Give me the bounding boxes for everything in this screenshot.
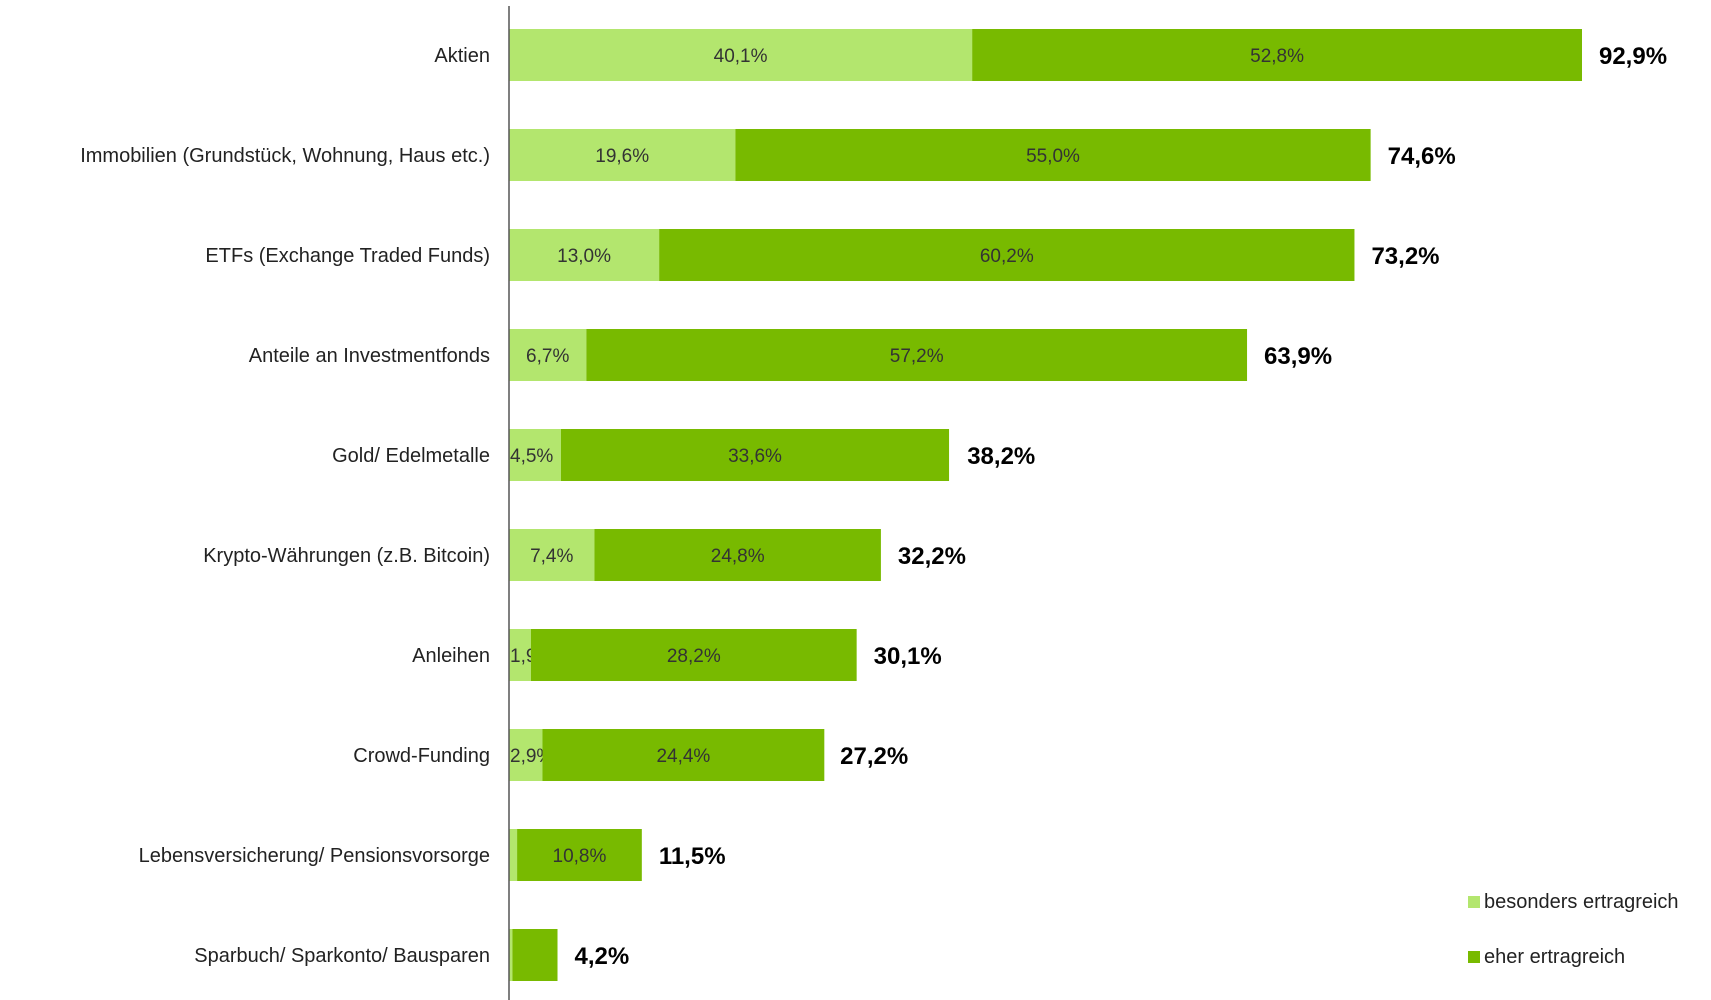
category-label: Crowd-Funding xyxy=(353,745,490,767)
category-label: Immobilien (Grundstück, Wohnung, Haus et… xyxy=(80,145,490,167)
category-label: Krypto-Währungen (z.B. Bitcoin) xyxy=(203,545,490,567)
legend: besonders ertragreich eher ertragreich xyxy=(1468,891,1679,968)
bar-segment-besonders xyxy=(509,29,973,81)
bar-segment-eher xyxy=(517,829,642,881)
category-label: Lebensversicherung/ Pensionsvorsorge xyxy=(139,845,490,867)
segment-value-label: 28,2% xyxy=(667,646,721,667)
category-label: Aktien xyxy=(434,45,490,67)
segment-value-label: 33,6% xyxy=(728,446,782,467)
category-label: Gold/ Edelmetalle xyxy=(332,445,490,467)
total-value-label: 73,2% xyxy=(1371,243,1439,270)
category-label: Sparbuch/ Sparkonto/ Bausparen xyxy=(194,945,490,967)
bar-segment-besonders xyxy=(509,429,561,481)
category-label: Anleihen xyxy=(412,645,490,667)
total-value-label: 30,1% xyxy=(874,643,942,670)
total-value-label: 11,5% xyxy=(659,843,726,870)
segment-value-label: 13,0% xyxy=(557,246,611,267)
bar-segment-eher xyxy=(586,329,1248,381)
total-value-label: 74,6% xyxy=(1388,143,1456,170)
bar-segment-eher xyxy=(512,929,558,981)
bar-segment-eher xyxy=(659,229,1355,281)
segment-value-label: 7,4% xyxy=(530,546,573,567)
bar-segment-eher xyxy=(542,729,825,781)
total-value-label: 63,9% xyxy=(1264,343,1332,370)
segment-value-label: 19,6% xyxy=(595,146,649,167)
segment-value-label: 4,5% xyxy=(510,446,553,467)
segment-value-label: 52,8% xyxy=(1250,46,1304,67)
segment-value-label: 24,4% xyxy=(656,746,710,767)
segment-value-label: 24,8% xyxy=(711,546,765,567)
category-label: ETFs (Exchange Traded Funds) xyxy=(205,245,490,267)
legend-label: besonders ertragreich xyxy=(1484,891,1679,913)
bar-segment-besonders xyxy=(509,329,587,381)
category-labels: Aktien Immobilien (Grundstück, Wohnung, H… xyxy=(80,45,490,967)
total-value-label: 32,2% xyxy=(898,543,966,570)
category-label: Anteile an Investmentfonds xyxy=(249,345,490,367)
bar-segment-besonders xyxy=(509,829,518,881)
total-value-label: 4,2% xyxy=(575,943,630,970)
legend-swatch xyxy=(1468,951,1480,963)
segment-value-label: 6,7% xyxy=(526,346,569,367)
bar-segment-besonders xyxy=(509,529,595,581)
legend-swatch xyxy=(1468,896,1480,908)
segment-value-label: 57,2% xyxy=(890,346,944,367)
bar-segment-eher xyxy=(735,129,1371,181)
total-value-label: 92,9% xyxy=(1599,43,1667,70)
segment-value-label: 55,0% xyxy=(1026,146,1080,167)
bar-segment-besonders xyxy=(509,729,543,781)
bar-segment-eher xyxy=(560,429,950,481)
bar-segment-eher xyxy=(594,529,881,581)
total-value-label: 27,2% xyxy=(840,743,908,770)
segment-value-label: 60,2% xyxy=(980,246,1034,267)
bar-segment-besonders xyxy=(509,629,531,681)
segment-value-label: 10,8% xyxy=(553,846,607,867)
bar-segment-eher xyxy=(530,629,857,681)
bar-segment-besonders xyxy=(509,229,660,281)
bar-segment-besonders xyxy=(509,929,513,981)
bars-group: 40,1% 52,8% 92,9% 19,6% 55,0% 74,6% 13,0% 60,2%… xyxy=(509,29,1667,981)
bar-segment-besonders xyxy=(509,129,736,181)
total-value-label: 38,2% xyxy=(967,443,1035,470)
legend-label: eher ertragreich xyxy=(1484,946,1625,968)
segment-value-label: 40,1% xyxy=(714,46,768,67)
bar-segment-eher xyxy=(972,29,1582,81)
